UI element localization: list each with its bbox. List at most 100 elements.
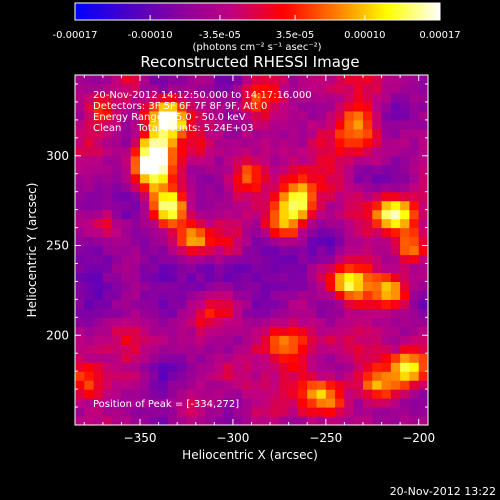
heatmap-pixel [251,191,262,202]
heatmap-pixel [149,164,160,175]
heatmap-pixel [325,173,336,184]
heatmap-pixel [214,83,225,94]
heatmap-pixel [195,83,206,94]
heatmap-pixel [130,182,141,193]
heatmap-pixel [418,155,428,166]
annotation-clean-counts: Clean Total counts: 5.24E+03 [93,123,253,134]
heatmap-pixel [140,281,150,291]
heatmap-pixel [84,75,95,85]
heatmap-pixel [140,137,150,148]
heatmap-pixel [270,344,280,354]
heatmap-pixel [102,353,113,363]
heatmap-pixel [205,344,215,354]
heatmap-pixel [177,263,188,274]
heatmap-pixel [112,398,123,408]
heatmap-pixel [418,317,428,327]
heatmap-pixel [409,290,420,300]
heatmap-pixel [316,344,327,354]
heatmap-pixel [418,75,428,85]
heatmap-pixel [102,92,113,103]
heatmap-pixel [297,407,308,417]
heatmap-pixel [121,272,132,283]
heatmap-pixel [177,128,188,139]
heatmap-pixel [418,353,428,363]
heatmap-pixel [335,317,345,327]
heatmap-pixel [307,236,318,247]
heatmap-pixel [112,290,123,300]
heatmap-pixel [362,299,373,309]
heatmap-pixel [297,92,308,103]
heatmap-pixel [232,164,243,175]
heatmap-pixel [316,92,327,103]
heatmap-pixel [140,317,150,327]
heatmap-pixel [121,191,132,202]
heatmap-pixel [158,335,169,345]
heatmap-pixel [381,173,392,184]
heatmap-pixel [381,308,392,318]
heatmap-pixel [251,344,262,354]
heatmap-pixel [223,164,234,175]
heatmap-pixel [186,200,197,211]
heatmap-pixel [93,353,104,363]
heatmap-pixel [102,344,113,354]
heatmap-pixel [288,173,299,184]
heatmap-pixel [297,290,308,300]
heatmap-pixel [270,326,280,336]
heatmap-pixel [409,416,420,425]
heatmap-pixel [167,191,178,202]
heatmap-pixel [177,75,188,85]
heatmap-pixel [158,182,169,193]
heatmap-pixel [195,128,206,139]
heatmap-pixel [75,164,85,175]
heatmap-pixel [186,362,197,372]
heatmap-pixel [297,308,308,318]
heatmap-pixel [214,326,225,336]
heatmap-pixel [260,281,271,291]
heatmap-pixel [372,191,383,202]
heatmap-pixel [344,92,355,103]
heatmap-pixel [232,218,243,229]
heatmap-pixel [205,389,215,399]
heatmap-pixel [121,389,132,399]
heatmap-pixel [325,75,336,85]
heatmap-pixel [372,281,383,291]
heatmap-pixel [297,155,308,166]
heatmap-pixel [112,182,123,193]
heatmap-pixel [75,110,85,121]
heatmap-pixel [177,353,188,363]
heatmap-pixel [242,380,253,390]
heatmap-pixel [251,173,262,184]
heatmap-pixel [186,299,197,309]
heatmap-pixel [112,75,123,85]
heatmap-pixel [130,416,141,425]
heatmap-pixel [242,83,253,94]
heatmap-pixel [242,146,253,157]
heatmap-pixel [102,362,113,372]
heatmap-pixel [288,335,299,345]
heatmap-pixel [372,101,383,112]
heatmap-pixel [121,128,132,139]
heatmap-pixel [344,380,355,390]
heatmap-pixel [400,146,411,157]
heatmap-pixel [130,155,141,166]
heatmap-pixel [167,75,178,85]
heatmap-pixel [297,119,308,130]
heatmap-pixel [223,155,234,166]
heatmap-pixel [372,209,383,220]
heatmap-pixel [335,245,345,256]
heatmap-pixel [251,164,262,175]
heatmap-pixel [372,236,383,247]
heatmap-pixel [121,110,132,121]
heatmap-pixel [93,299,104,309]
heatmap-pixel [112,164,123,175]
heatmap-pixel [316,146,327,157]
heatmap-pixel [316,254,327,265]
heatmap-pixel [195,119,206,130]
heatmap-pixel [195,407,206,417]
heatmap-pixel [84,227,95,238]
heatmap-pixel [186,218,197,229]
heatmap-pixel [140,227,150,238]
heatmap-pixel [251,128,262,139]
heatmap-pixel [372,326,383,336]
heatmap-pixel [335,155,345,166]
